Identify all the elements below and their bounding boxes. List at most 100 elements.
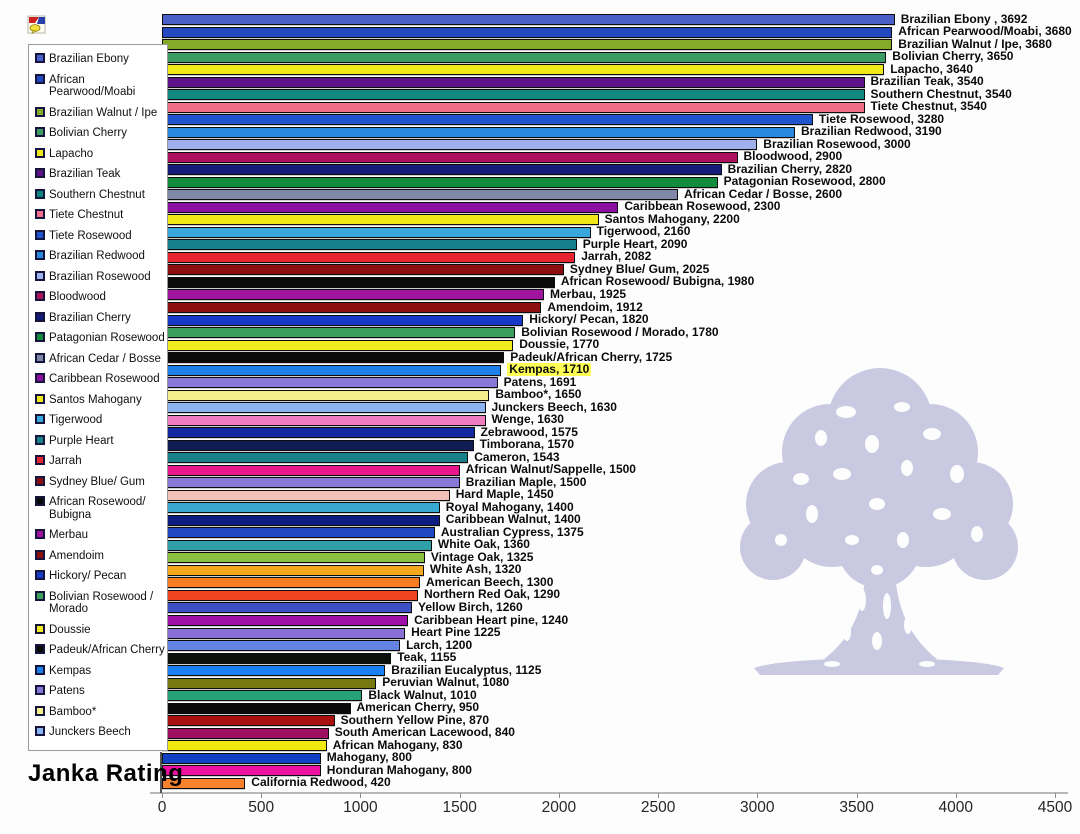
legend-swatch: [35, 373, 45, 383]
bar-label: Junckers Beech, 1630: [491, 399, 617, 414]
legend-label: Tiete Chestnut: [49, 209, 124, 221]
bar-label: Honduran Mahogany, 800: [326, 762, 472, 777]
legend-label: Brazilian Cherry: [49, 311, 131, 324]
bar-label: African Cedar / Bosse, 2600: [684, 186, 843, 201]
legend-label: African Pearwood/Moabi: [49, 73, 136, 99]
legend-swatch: [35, 270, 45, 281]
bar-label: Brazilian Eucalyptus, 1125: [391, 662, 542, 677]
bar: [162, 64, 885, 76]
legend-swatch: [35, 434, 45, 445]
bar-label: Southern Yellow Pine, 870: [340, 712, 490, 727]
bar: [162, 389, 490, 401]
bar-label: Tiete Chestnut, 3540: [870, 99, 987, 114]
bar-label: Heart Pine 1225: [411, 625, 501, 639]
bar-label: Doussie, 1770: [519, 337, 600, 351]
legend-swatch: [35, 623, 45, 634]
legend-item: Amendoim: [35, 549, 165, 563]
x-axis-tick-mark: [261, 793, 263, 798]
legend-label: Hickory/ Pecan: [49, 570, 127, 582]
legend-item: Doussie: [35, 623, 165, 637]
legend-item: African Rosewood/ Bubigna: [35, 496, 165, 521]
bar: [162, 239, 577, 251]
bar: [162, 777, 246, 789]
legend-swatch: [35, 664, 45, 675]
bar: [162, 214, 599, 226]
legend-label: Lapacho: [49, 147, 94, 160]
x-axis-tick-label: 4500: [1037, 799, 1073, 816]
bar-label: South American Lacewood, 840: [334, 725, 515, 740]
legend-label: Brazilian Teak: [49, 168, 121, 180]
legend-label: Brazilian Walnut / Ipe: [49, 106, 158, 119]
legend-item: Bolivian Cherry: [35, 127, 165, 140]
bar: [162, 602, 412, 614]
bar-label: Caribbean Walnut, 1400: [445, 512, 581, 527]
bar-label: Padeuk/African Cherry, 1725: [510, 349, 673, 364]
legend-items: Brazilian Ebony African Pearwood/Moabi Bra…: [35, 53, 165, 739]
bar-label: Sydney Blue/ Gum, 2025: [569, 261, 710, 276]
legend-item: Brazilian Teak: [35, 168, 165, 181]
bar-label: Brazilian Maple, 1500: [465, 474, 587, 489]
bar-label: White Oak, 1360: [437, 537, 530, 552]
bar: [162, 527, 435, 539]
legend-item: Tiete Chestnut: [35, 209, 165, 222]
bar: [162, 765, 321, 777]
bar-label: Patens, 1691: [503, 374, 577, 389]
legend-label: Padeuk/African Cherry: [49, 644, 165, 656]
bar-label: Hickory/ Pecan, 1820: [529, 312, 649, 326]
legend-swatch: [35, 352, 45, 363]
legend-item: African Pearwood/Moabi: [35, 73, 165, 99]
bar: [162, 552, 425, 564]
bar: [162, 302, 542, 313]
legend-label: Kempas: [49, 664, 92, 677]
legend-item: Patagonian Rosewood: [35, 332, 165, 345]
x-axis-line: [150, 792, 1068, 794]
legend-item: Brazilian Rosewood: [35, 270, 165, 284]
bar-label: Brazilian Cherry, 2820: [727, 161, 853, 176]
legend-item: Tiete Rosewood: [35, 229, 165, 243]
bar: [162, 627, 406, 639]
legend-item: Brazilian Ebony: [35, 53, 165, 66]
bar-label: Santos Mahogany, 2200: [604, 211, 740, 226]
bar: [162, 339, 514, 351]
legend-label: Tiete Rosewood: [49, 229, 132, 242]
bar: [162, 151, 738, 163]
bar: [162, 201, 619, 213]
bar: [162, 289, 544, 301]
legend-swatch: [35, 455, 45, 465]
bar-label: Merbau, 1925: [550, 286, 627, 301]
bar-label: Brazilian Redwood, 3190: [801, 124, 942, 139]
legend-swatch: [35, 188, 45, 199]
bar-label: American Cherry, 950: [356, 700, 480, 715]
legend-label: Amendoim: [49, 549, 104, 562]
legend-item: Jarrah: [35, 455, 165, 468]
legend-item: Santos Mahogany: [35, 393, 165, 407]
embedded-object-icon: [27, 15, 47, 40]
x-axis-tick-mark: [1055, 793, 1056, 798]
bar: [162, 727, 329, 739]
x-axis-tick-label: 0: [157, 799, 167, 816]
bar-label: Jarrah, 2082: [581, 249, 652, 264]
bar-label: African Mahogany, 830: [332, 737, 463, 752]
legend-swatch: [35, 127, 45, 137]
legend-item: Caribbean Rosewood: [35, 373, 165, 386]
x-axis-tick-label: 3500: [839, 799, 874, 816]
bar-label: African Rosewood/ Bubigna, 1980: [560, 274, 755, 289]
bar: [162, 427, 475, 439]
bar-label: Caribbean Rosewood, 2300: [624, 199, 781, 214]
bar: [162, 89, 865, 101]
bar-label: Southern Chestnut, 3540: [870, 86, 1012, 101]
bar-label: Peruvian Walnut, 1080: [382, 675, 510, 690]
legend-label: African Cedar / Bosse: [49, 352, 161, 365]
x-axis-tick-mark: [757, 793, 759, 798]
legend-swatch: [35, 106, 45, 117]
bar: [162, 189, 678, 201]
x-axis-tick-mark: [459, 793, 461, 798]
bar: [162, 352, 505, 363]
legend-item: Brazilian Walnut / Ipe: [35, 106, 165, 120]
legend-label: Tigerwood: [49, 414, 103, 426]
bar: [162, 39, 893, 50]
bar: [162, 314, 524, 326]
legend-label: Bamboo*: [49, 705, 97, 718]
bar: [162, 439, 474, 451]
legend-swatch: [35, 147, 45, 158]
